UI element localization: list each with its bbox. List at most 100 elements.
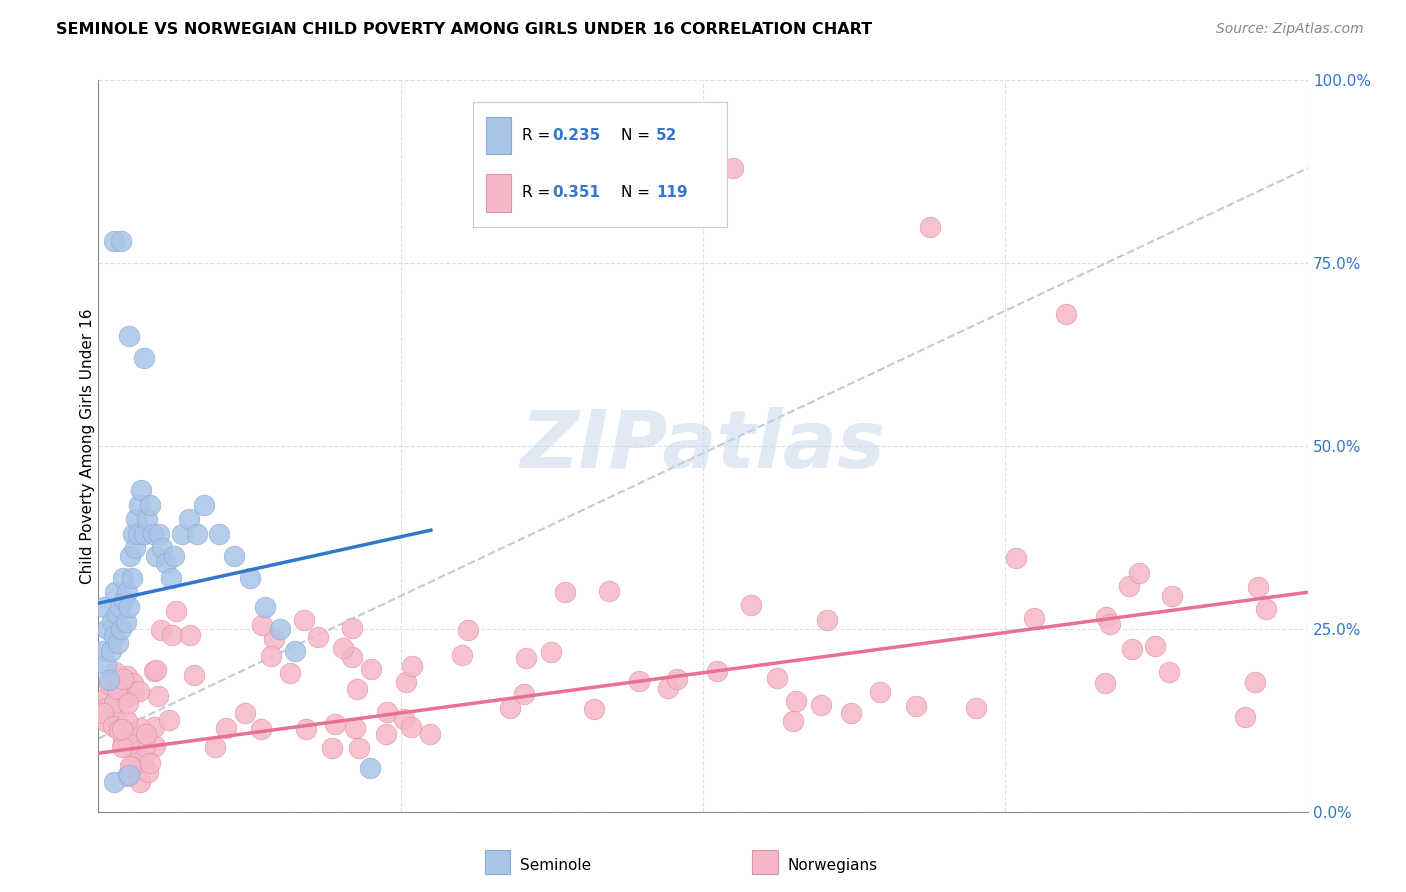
Point (360, 662, 382, 676)
Point (91, 706, 114, 720)
Point (142, 526, 165, 541)
Point (125, 512, 148, 526)
Point (117, 697, 139, 711)
Point (117, 769, 139, 783)
Point (127, 526, 149, 541)
Point (1161, 589, 1184, 603)
Text: 0.235: 0.235 (553, 128, 600, 144)
Point (193, 498, 215, 512)
Point (499, 700, 522, 714)
Point (204, 739, 226, 754)
Point (1256, 601, 1278, 615)
Point (108, 599, 131, 614)
Point (146, 689, 169, 703)
Point (1233, 710, 1256, 724)
Point (118, 768, 141, 782)
Point (129, 483, 152, 497)
Point (112, 692, 135, 706)
Point (965, 701, 987, 715)
Point (115, 669, 138, 683)
Point (138, 756, 160, 770)
Point (135, 727, 157, 741)
Point (94, 714, 117, 728)
Point (103, 629, 125, 643)
Point (128, 498, 150, 512)
Point (766, 671, 789, 685)
Point (94, 701, 117, 715)
Point (118, 599, 141, 614)
Point (269, 622, 291, 636)
Y-axis label: Child Poverty Among Girls Under 16: Child Poverty Among Girls Under 16 (80, 309, 94, 583)
Point (905, 699, 928, 714)
Point (124, 685, 146, 699)
Point (101, 615, 124, 629)
Point (117, 689, 139, 703)
Point (450, 648, 472, 662)
Point (121, 571, 143, 585)
Point (150, 541, 173, 556)
Text: ZIPatlas: ZIPatlas (520, 407, 886, 485)
Point (340, 621, 363, 635)
Point (394, 712, 416, 726)
Point (112, 592, 135, 607)
Point (233, 706, 256, 720)
Point (419, 727, 441, 741)
Point (323, 717, 346, 731)
Point (120, 549, 142, 563)
Point (165, 603, 187, 617)
Text: SEMINOLE VS NORWEGIAN CHILD POVERTY AMONG GIRLS UNDER 16 CORRELATION CHART: SEMINOLE VS NORWEGIAN CHILD POVERTY AMON… (56, 22, 872, 37)
Point (295, 722, 318, 736)
Point (100, 644, 122, 658)
Point (208, 526, 231, 541)
Point (740, 599, 762, 613)
Point (107, 636, 129, 650)
Text: Norwegians: Norwegians (787, 858, 877, 872)
Point (163, 549, 186, 563)
Point (347, 741, 370, 756)
Point (121, 760, 143, 774)
Point (1098, 616, 1121, 631)
Point (107, 694, 129, 708)
Point (666, 672, 689, 686)
Point (284, 644, 307, 658)
Point (105, 607, 128, 622)
Point (815, 613, 838, 627)
Point (215, 722, 238, 736)
Point (104, 665, 127, 679)
Point (375, 727, 398, 741)
Point (104, 585, 127, 599)
Point (129, 775, 152, 789)
Point (1247, 580, 1270, 594)
Point (143, 739, 166, 754)
Point (105, 682, 128, 697)
Point (1005, 550, 1028, 565)
Point (278, 665, 301, 680)
Point (1159, 665, 1181, 680)
Point (145, 549, 167, 563)
Point (183, 668, 205, 682)
Point (723, 161, 745, 175)
Point (249, 722, 271, 736)
Point (111, 735, 134, 749)
Text: 0.351: 0.351 (553, 186, 600, 201)
Point (139, 498, 162, 512)
Point (307, 630, 329, 644)
Point (105, 714, 128, 729)
Point (513, 687, 536, 701)
Text: R =: R = (522, 186, 554, 201)
Point (132, 755, 155, 769)
Point (132, 526, 155, 541)
Point (111, 722, 134, 736)
Point (121, 726, 143, 740)
Text: R =: R = (522, 128, 554, 144)
Point (263, 632, 285, 646)
Point (1095, 610, 1118, 624)
Text: Seminole: Seminole (520, 858, 592, 872)
Point (344, 722, 367, 736)
Bar (486, 117, 512, 154)
Point (1128, 566, 1150, 581)
Point (657, 681, 679, 695)
Point (1243, 675, 1265, 690)
Point (1144, 639, 1167, 653)
Point (918, 219, 941, 234)
